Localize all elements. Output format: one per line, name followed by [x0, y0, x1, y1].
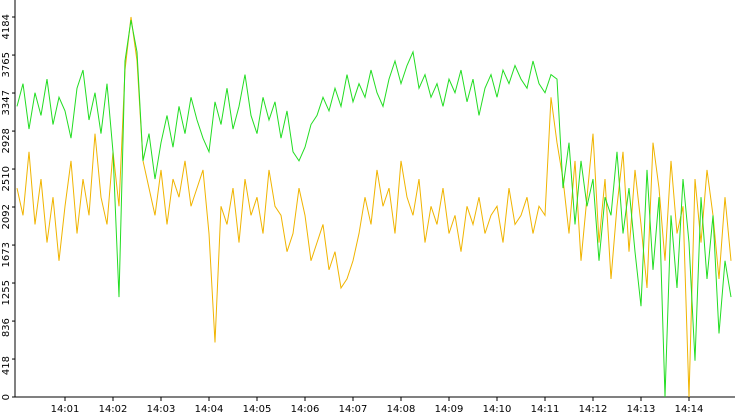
- y-tick-label: 2092: [1, 204, 12, 229]
- y-tick-label: 418: [1, 356, 12, 375]
- x-tick-label: 14:12: [579, 404, 608, 415]
- x-tick-label: 14:11: [531, 404, 560, 415]
- x-tick-label: 14:07: [339, 404, 368, 415]
- y-tick-label: 836: [1, 318, 12, 337]
- x-tick-label: 14:04: [195, 404, 224, 415]
- x-tick-label: 14:01: [51, 404, 80, 415]
- y-tick-label: 4184: [1, 14, 12, 39]
- x-tick-label: 14:02: [99, 404, 128, 415]
- y-tick-label: 3347: [1, 90, 12, 115]
- x-tick-label: 14:08: [387, 404, 416, 415]
- x-tick-label: 14:05: [243, 404, 272, 415]
- series-line: [16, 16, 732, 398]
- x-tick-label: 14:10: [483, 404, 512, 415]
- x-tick-label: 14:09: [435, 404, 464, 415]
- y-tick-label: 2928: [1, 128, 12, 153]
- y-tick-label: 1673: [1, 242, 12, 267]
- series-line: [16, 19, 732, 398]
- x-tick-label: 14:13: [627, 404, 656, 415]
- x-tick-label: 14:06: [291, 404, 320, 415]
- y-tick-label: 3765: [1, 52, 12, 77]
- x-tick-label: 14:03: [147, 404, 176, 415]
- y-tick-label: 2510: [1, 166, 12, 191]
- y-tick-label: 1255: [1, 280, 12, 305]
- x-tick-label: 14:14: [675, 404, 704, 415]
- y-tick-label: 0: [1, 394, 12, 400]
